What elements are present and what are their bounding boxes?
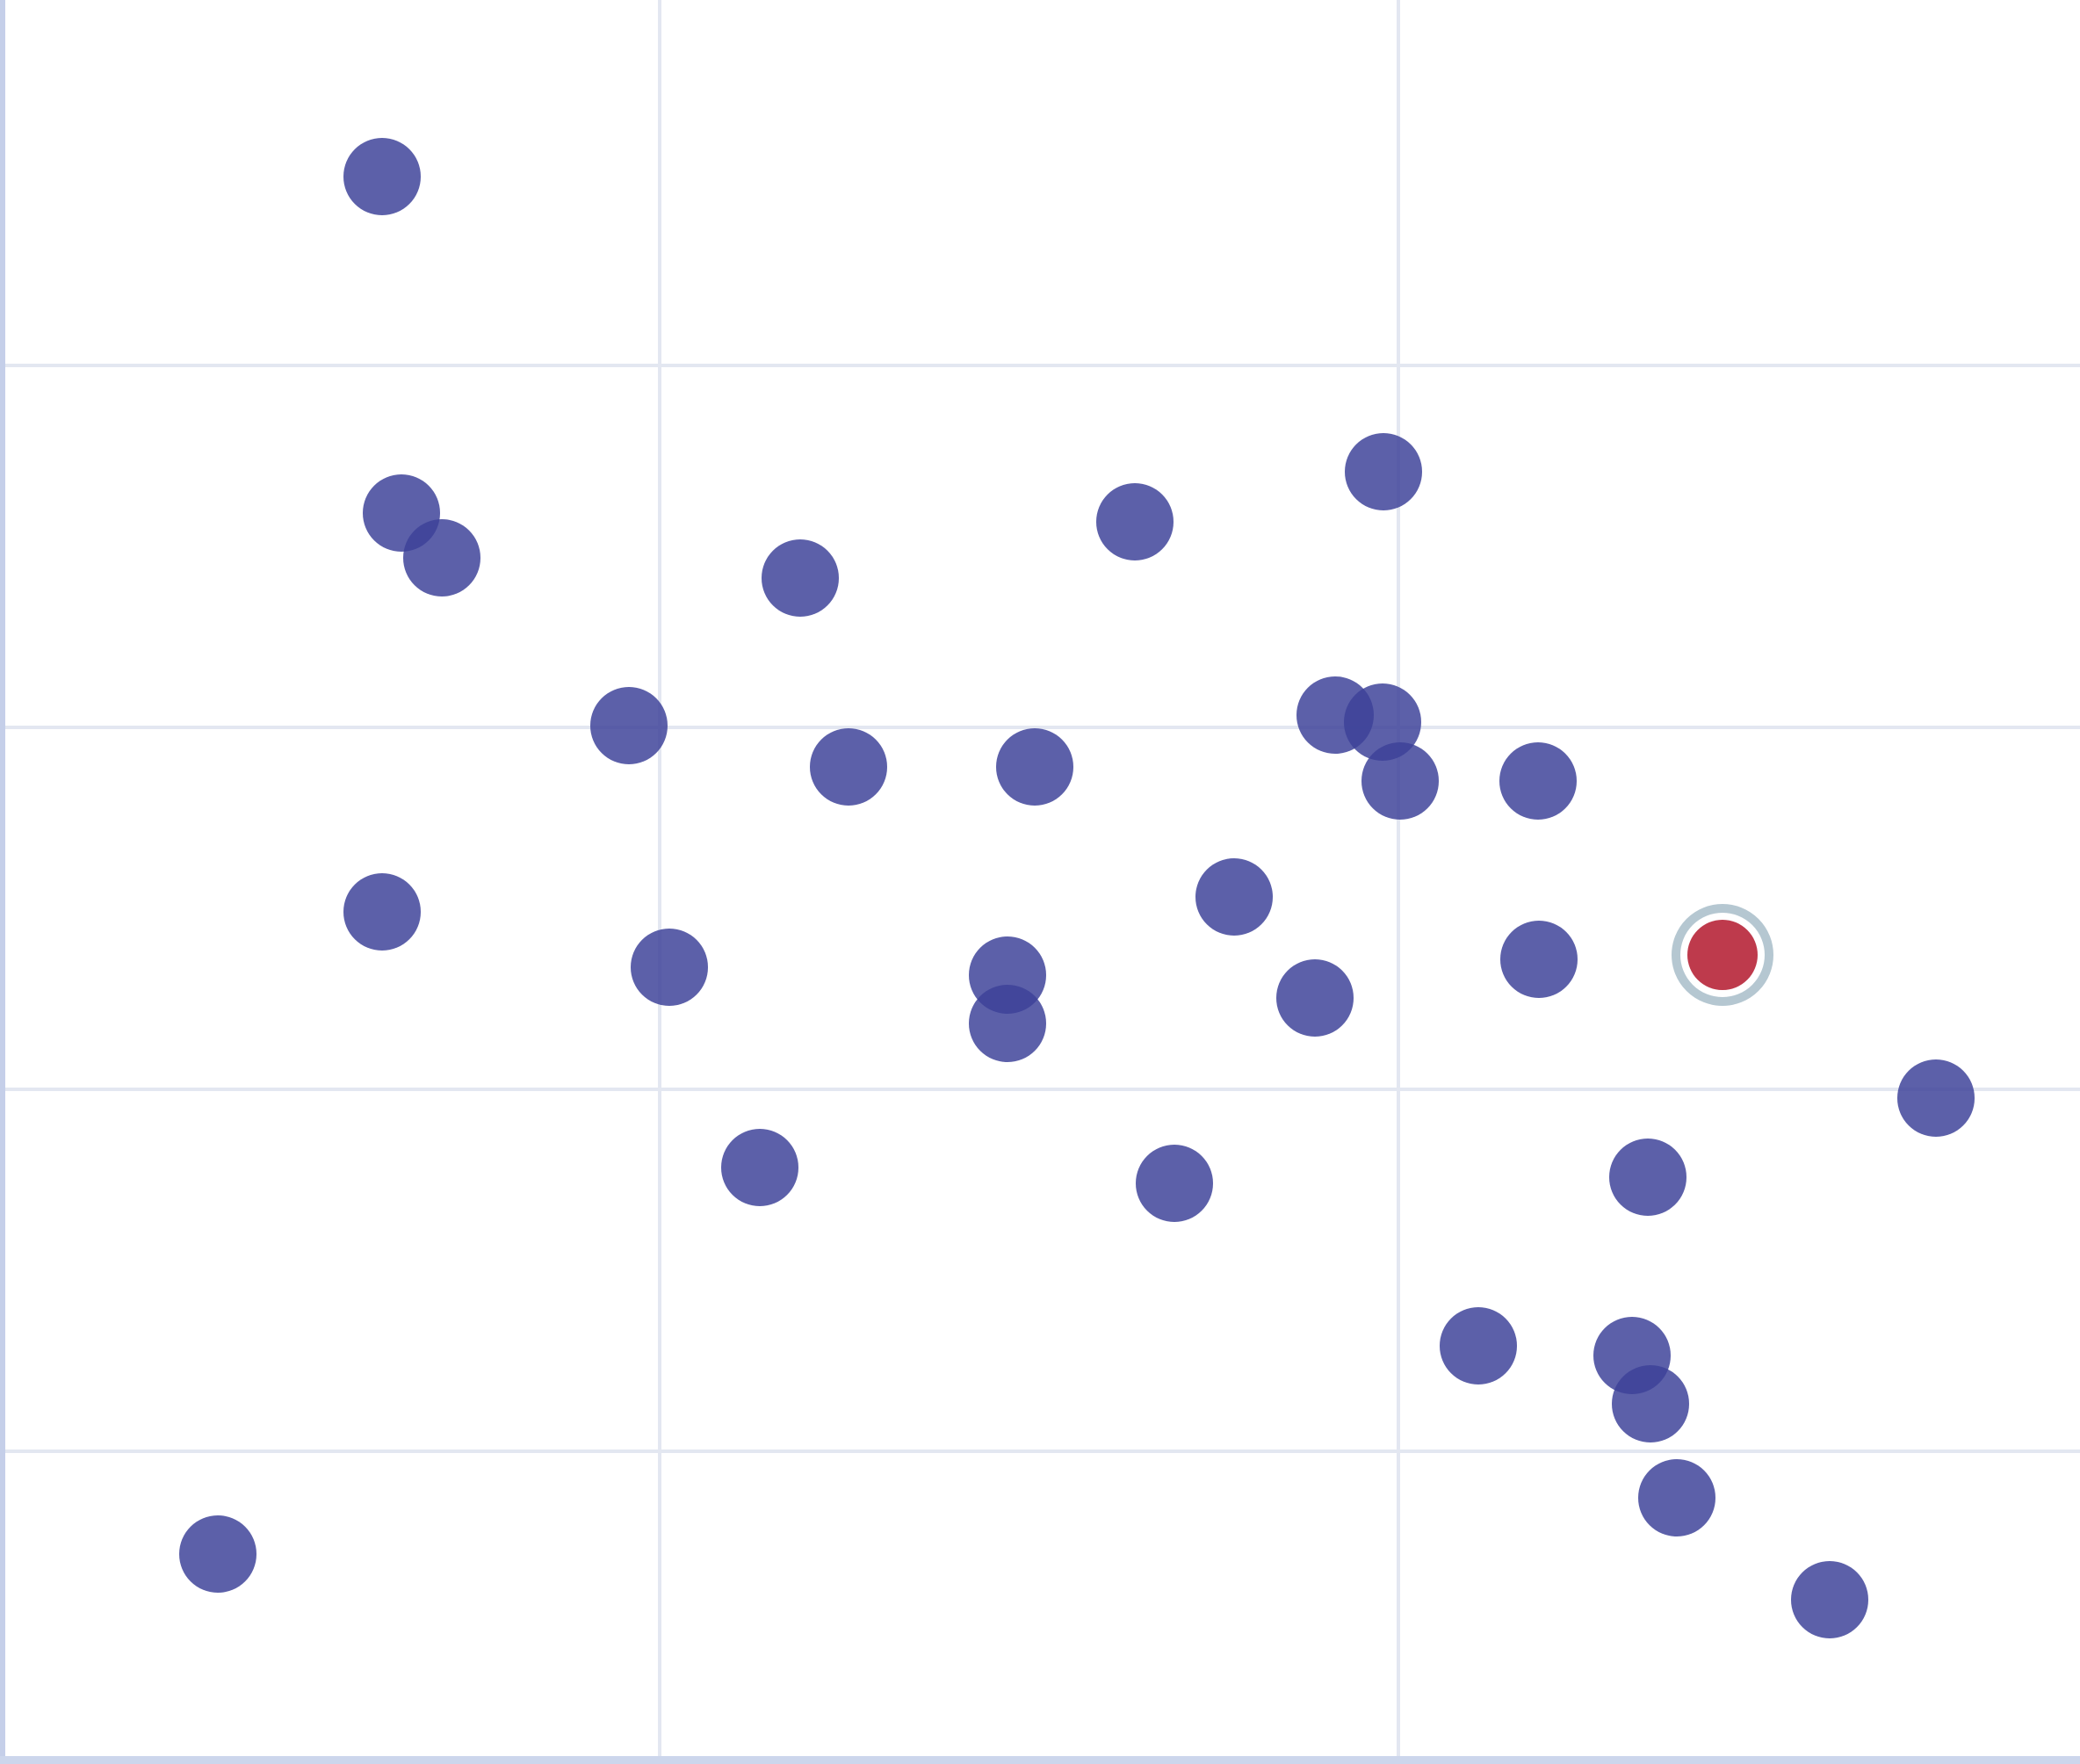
scatter-point[interactable] [343,873,421,951]
scatter-point[interactable] [1791,1561,1868,1638]
scatter-point[interactable] [1345,433,1422,510]
scatter-point[interactable] [1276,959,1354,1037]
scatter-point[interactable] [631,929,708,1006]
scatter-point[interactable] [403,519,480,596]
bottom-axis-border [0,1756,2080,1764]
scatter-point[interactable] [1500,921,1578,998]
scatter-point[interactable] [1609,1139,1686,1216]
scatter-point[interactable] [1136,1145,1213,1222]
scatter-point[interactable] [179,1515,256,1593]
scatter-point[interactable] [762,539,839,617]
scatter-point[interactable] [1897,1059,1975,1137]
scatter-point[interactable] [1440,1307,1517,1384]
highlight-ring [1672,904,1773,1006]
scatter-point[interactable] [810,728,887,806]
selected-scatter-point[interactable] [1687,920,1758,990]
scatter-point[interactable] [1499,742,1577,820]
scatter-point[interactable] [721,1129,798,1206]
scatter-point[interactable] [590,687,668,764]
scatter-point[interactable] [1096,483,1174,560]
scatter-point[interactable] [343,138,421,215]
left-axis-border [0,0,5,1764]
scatter-point[interactable] [969,985,1046,1062]
scatter-point[interactable] [1612,1365,1689,1442]
scatter-point[interactable] [1195,858,1273,936]
scatter-point[interactable] [1344,683,1421,761]
data-point-layer [179,138,1975,1638]
scatter-point[interactable] [1361,742,1439,820]
scatter-point[interactable] [996,728,1073,806]
scatter-point[interactable] [1638,1459,1715,1536]
